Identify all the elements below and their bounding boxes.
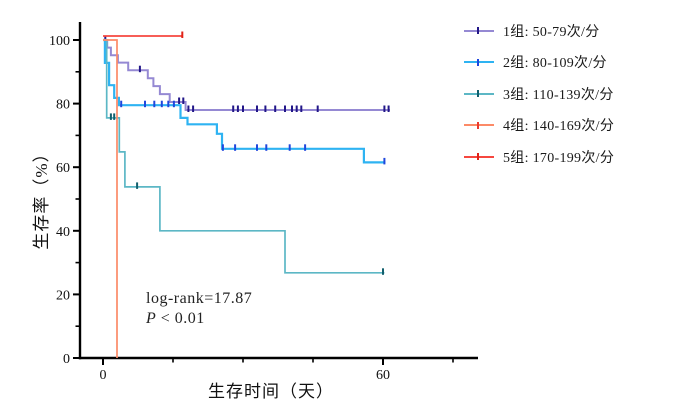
censor-tick-icon — [477, 58, 479, 66]
legend-item-group4: 4组: 140-169次/分 — [464, 116, 614, 135]
censor-tick-group1 — [104, 35, 107, 42]
censor-tick-icon — [477, 27, 479, 34]
censor-tick-group1 — [256, 105, 258, 112]
censor-tick-group2 — [383, 157, 386, 165]
y-axis-title: 生存率（%） — [32, 144, 51, 250]
legend-item-group1: 1组: 50-79次/分 — [464, 21, 614, 40]
censor-tick-group1 — [300, 105, 303, 112]
censor-tick-group2 — [221, 144, 224, 151]
x-tick-label: 0 — [100, 368, 107, 383]
legend-item-group2: 2组: 80-109次/分 — [464, 53, 614, 72]
censor-tick-group1 — [274, 105, 277, 112]
censor-tick-group1 — [387, 105, 390, 112]
legend-label-group4: 4组: 140-169次/分 — [503, 119, 615, 134]
censor-tick-icon — [477, 90, 479, 97]
censor-tick-group5 — [181, 31, 184, 38]
y-tick-label: 60 — [56, 161, 70, 176]
censor-tick-icon — [477, 153, 479, 160]
censor-tick-group2 — [288, 144, 291, 151]
censor-tick-group1 — [383, 105, 386, 112]
legend-line-swatch-group3 — [464, 90, 494, 97]
censor-tick-group1 — [236, 105, 239, 112]
censor-tick-group2 — [160, 100, 163, 108]
x-tick-label: 60 — [376, 368, 390, 383]
pvalue-text: P < 0.01 — [146, 309, 252, 329]
censor-tick-group2 — [167, 100, 170, 108]
y-tick-label: 80 — [56, 98, 70, 113]
censor-tick-group2 — [304, 144, 307, 151]
censor-tick-group2 — [256, 144, 258, 151]
series-line-group4 — [103, 39, 118, 358]
p-symbol: P — [146, 309, 157, 327]
stats-annotation: log-rank=17.87 P < 0.01 — [146, 289, 252, 328]
censor-tick-group1 — [138, 65, 141, 73]
legend-item-group5: 5组: 170-199次/分 — [464, 147, 614, 166]
x-axis-title: 生存时间（天） — [208, 382, 334, 401]
censor-tick-group1 — [182, 97, 185, 104]
censor-tick-group2 — [265, 144, 268, 151]
censor-tick-group1 — [242, 105, 244, 112]
censor-tick-group1 — [316, 105, 319, 112]
censor-tick-group1 — [284, 105, 286, 112]
censor-tick-group3 — [113, 113, 116, 120]
series-line-group3 — [103, 39, 385, 274]
legend-item-group3: 3组: 110-139次/分 — [464, 84, 614, 103]
legend: 1组: 50-79次/分 2组: 80-109次/分 3组: 110-139次/… — [464, 21, 614, 179]
y-tick-label: 40 — [56, 225, 70, 240]
censor-tick-icon — [477, 121, 479, 129]
y-tick-label: 100 — [49, 34, 70, 49]
censor-tick-group3 — [382, 268, 384, 275]
censor-tick-group1 — [178, 97, 181, 104]
censor-tick-group2 — [144, 100, 146, 108]
censor-tick-group1 — [192, 105, 195, 112]
y-tick-label: 0 — [63, 352, 70, 367]
censor-tick-group3 — [136, 182, 139, 189]
censor-tick-group1 — [264, 105, 267, 112]
y-tick-label: 20 — [56, 288, 70, 303]
legend-line-swatch-group4 — [464, 121, 494, 129]
censor-tick-group1 — [232, 105, 235, 112]
censor-tick-group2 — [153, 100, 156, 108]
censor-tick-group2 — [172, 100, 175, 108]
censor-tick-group3 — [109, 113, 112, 120]
censor-tick-group2 — [234, 144, 237, 151]
legend-line-swatch-group1 — [464, 27, 494, 34]
legend-label-group1: 1组: 50-79次/分 — [503, 24, 600, 40]
censor-tick-group1 — [187, 105, 190, 112]
legend-line-swatch-group2 — [464, 58, 494, 66]
series-line-group1 — [103, 39, 390, 111]
p-value: < 0.01 — [156, 309, 205, 327]
legend-label-group2: 2组: 80-109次/分 — [503, 56, 607, 71]
legend-label-group5: 5组: 170-199次/分 — [503, 150, 615, 166]
censor-tick-group1 — [295, 105, 298, 112]
legend-label-group3: 3组: 110-139次/分 — [503, 87, 614, 103]
censor-tick-group1 — [291, 105, 293, 112]
logrank-text: log-rank=17.87 — [146, 290, 253, 307]
censor-tick-group2 — [120, 100, 123, 108]
legend-line-swatch-group5 — [464, 153, 494, 160]
